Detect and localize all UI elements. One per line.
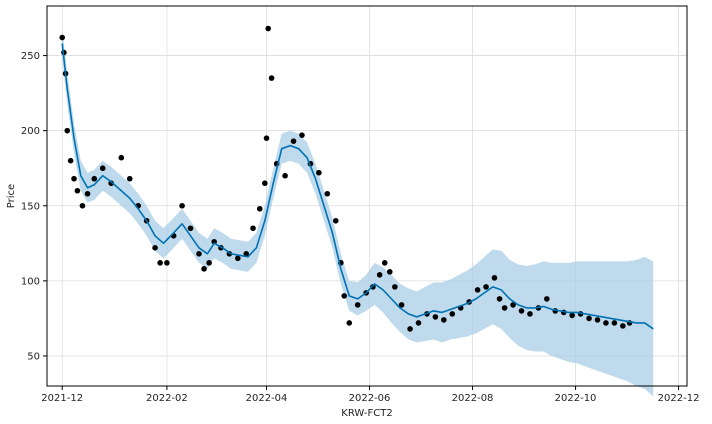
observed-point <box>79 202 86 209</box>
forecast-line <box>61 43 654 330</box>
x-axis-ticks: 2021-12 2022-02 2022-04 2022-06 2022-08 2022-… <box>41 386 699 404</box>
observed-point <box>282 172 288 179</box>
observed-point <box>91 175 98 182</box>
observed-point <box>611 320 618 326</box>
observed-point <box>544 296 550 302</box>
observed-point <box>84 190 91 197</box>
observed-point <box>376 272 383 278</box>
observed-point <box>164 260 170 266</box>
observed-point <box>118 154 125 161</box>
observed-point <box>179 202 185 209</box>
observed-point <box>268 75 275 81</box>
y-tick-label: 100 <box>21 276 40 287</box>
y-tick-label: 200 <box>21 126 40 137</box>
observed-point <box>483 284 489 290</box>
observed-point <box>346 320 353 326</box>
observed-point <box>392 284 398 290</box>
observed-point <box>290 138 297 144</box>
plot-frame <box>46 5 688 387</box>
observed-point <box>432 314 439 320</box>
observed-point <box>594 317 601 323</box>
observed-point <box>243 251 250 257</box>
observed-point <box>126 175 133 182</box>
observed-point <box>332 217 339 224</box>
observed-point <box>324 190 331 197</box>
observed-point <box>201 266 207 272</box>
y-tick-label: 50 <box>27 351 40 362</box>
observed-point <box>71 175 77 182</box>
observed-point <box>501 305 508 311</box>
observed-point <box>496 296 503 302</box>
uncertainty-band-layer <box>62 28 654 397</box>
x-tick-label: 2021-12 <box>41 393 83 404</box>
observed-point <box>603 320 609 326</box>
observed-point <box>341 293 348 299</box>
uncertainty-band <box>62 28 654 397</box>
observed-point <box>491 275 498 281</box>
observed-point <box>263 135 270 141</box>
observed-point <box>299 132 305 138</box>
observed-point <box>569 312 575 319</box>
observed-point <box>518 308 525 314</box>
observed-point <box>250 225 256 232</box>
observed-point <box>262 180 268 187</box>
observed-point <box>206 260 212 266</box>
observed-point <box>387 269 393 275</box>
y-tick-label: 250 <box>21 51 40 62</box>
observed-point <box>449 311 456 317</box>
observed-point <box>474 287 481 293</box>
y-tick-label: 150 <box>21 201 40 212</box>
observed-point <box>398 302 405 308</box>
observed-point <box>407 326 413 332</box>
observed-point <box>527 311 533 317</box>
observed-point <box>316 169 322 176</box>
observed-point <box>196 251 202 257</box>
observed-point <box>64 127 71 134</box>
y-axis-label: Price <box>6 184 17 208</box>
observed-point <box>67 157 74 164</box>
observed-point <box>235 255 241 262</box>
x-tick-label: 2022-04 <box>246 393 288 404</box>
forecast-line-layer <box>61 43 654 330</box>
observed-point <box>108 180 114 187</box>
observed-point <box>265 25 272 32</box>
observed-point <box>381 260 388 266</box>
observed-point <box>157 260 163 266</box>
observed-point <box>59 34 65 41</box>
observed-point <box>187 225 194 232</box>
observed-point <box>152 245 158 251</box>
observed-point <box>415 320 422 326</box>
x-tick-label: 2022-08 <box>452 393 494 404</box>
x-tick-label: 2022-02 <box>146 393 188 404</box>
x-tick-label: 2022-10 <box>555 393 597 404</box>
observed-point <box>74 187 81 194</box>
observed-point <box>354 302 361 308</box>
x-tick-label: 2022-12 <box>658 393 700 404</box>
y-axis-ticks: 50 100 150 200 250 <box>21 51 47 362</box>
observed-point <box>510 302 516 308</box>
observed-point <box>256 205 263 212</box>
observed-point <box>586 315 592 322</box>
observed-point <box>441 317 447 323</box>
x-tick-label: 2022-06 <box>349 393 391 404</box>
observed-point <box>620 323 626 329</box>
x-axis-label: KRW-FCT2 <box>341 408 392 419</box>
observed-point <box>99 165 106 172</box>
